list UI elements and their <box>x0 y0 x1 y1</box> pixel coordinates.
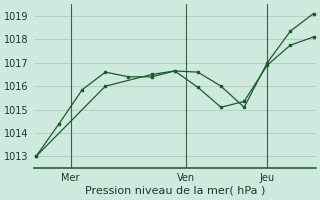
X-axis label: Pression niveau de la mer( hPa ): Pression niveau de la mer( hPa ) <box>84 186 265 196</box>
